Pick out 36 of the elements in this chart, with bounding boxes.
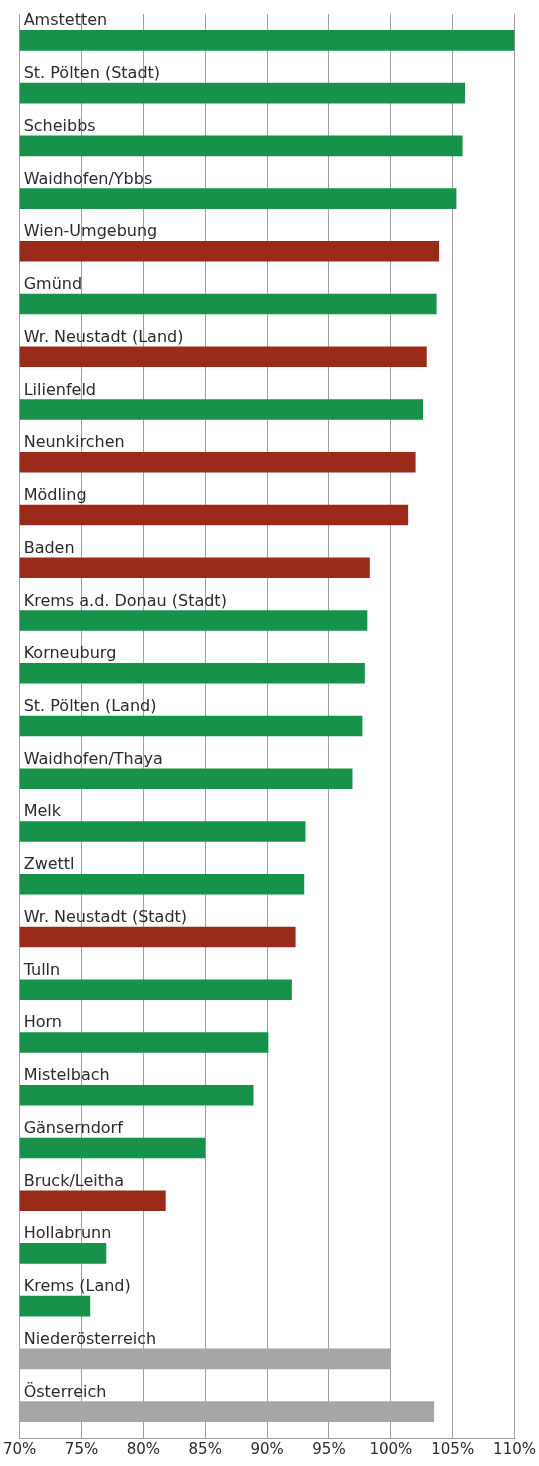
y-tick-label: Gmünd <box>23 274 83 294</box>
y-tick-label: Neunkirchen <box>23 432 125 452</box>
y-tick-label: Krems (Land) <box>23 1276 131 1296</box>
y-tick-label: Melk <box>23 801 62 821</box>
y-tick-label: Krems a.d. Donau (Stadt) <box>23 590 227 610</box>
x-tick-label: 105% <box>431 1439 475 1458</box>
y-tick-label: Mödling <box>23 485 87 505</box>
y-tick-label: Waidhofen/Ybbs <box>23 168 153 188</box>
y-tick-label: Wr. Neustadt (Land) <box>23 326 184 346</box>
y-tick-label: Wr. Neustadt (Stadt) <box>23 906 188 926</box>
x-tick-label: 95% <box>312 1439 346 1458</box>
y-tick-label: Zwettl <box>23 854 75 874</box>
y-tick-label: Scheibbs <box>23 115 96 135</box>
x-tick-label: 75% <box>64 1439 99 1458</box>
y-tick-label: Mistelbach <box>23 1065 110 1085</box>
y-tick-label: Baden <box>23 537 75 557</box>
y-tick-label: Österreich <box>23 1381 107 1401</box>
y-tick-label: Amstetten <box>23 10 108 30</box>
x-tick-label: 90% <box>250 1439 284 1458</box>
y-tick-label: Tulln <box>22 959 61 979</box>
x-tick-label: 80% <box>126 1439 161 1458</box>
x-tick-label: 100% <box>369 1439 413 1458</box>
y-tick-label: Niederösterreich <box>23 1328 157 1348</box>
y-tick-label: Gänserndorf <box>23 1117 124 1137</box>
y-tick-label: Wien-Umgebung <box>23 221 158 241</box>
y-tick-label: Hollabrunn <box>23 1223 112 1243</box>
y-tick-label: St. Pölten (Land) <box>23 696 157 715</box>
y-tick-label: Lilienfeld <box>23 379 96 399</box>
x-tick-label: 85% <box>188 1439 222 1458</box>
y-tick-label: Waidhofen/Thaya <box>23 748 163 768</box>
y-tick-label: St. Pölten (Stadt) <box>23 63 161 83</box>
y-tick-label: Bruck/Leitha <box>23 1170 124 1190</box>
y-tick-label: Horn <box>23 1012 62 1032</box>
y-tick-label: Korneuburg <box>23 643 117 663</box>
x-tick-label: 110% <box>493 1439 536 1458</box>
x-tick-label: 70% <box>3 1439 37 1458</box>
